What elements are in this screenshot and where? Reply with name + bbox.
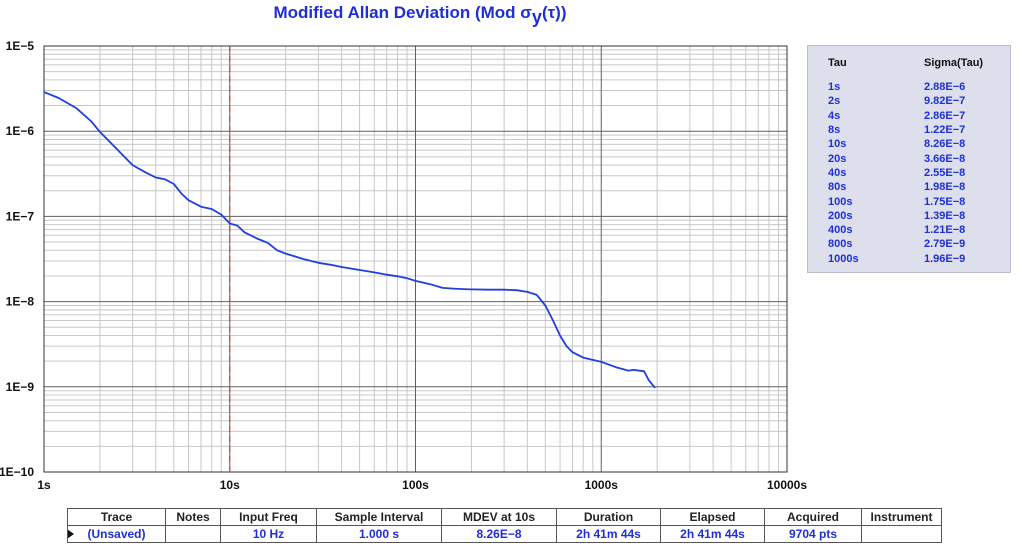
plot-border	[43, 45, 788, 473]
status-header-row: Trace Notes Input Freq Sample Interval MDEV …	[67, 508, 942, 526]
sigma-value: 1.96E−9	[924, 252, 966, 265]
tau-table-row: 40s 2.55E−8	[808, 166, 1010, 180]
chart-title: Modified Allan Deviation (Mod σy(τ))	[0, 2, 840, 27]
sigma-value: 1.39E−8	[924, 209, 966, 222]
status-value-cell	[861, 525, 942, 543]
tau-table-row: 20s 3.66E−8	[808, 151, 1010, 165]
sigma-value: 1.98E−8	[924, 181, 966, 194]
status-header-cell: Sample Interval	[316, 508, 442, 526]
status-value-cell	[165, 525, 221, 543]
title-main: Modified Allan Deviation (Mod σ	[273, 3, 532, 22]
tau-table-row: 200s 1.39E−8	[808, 209, 1010, 223]
tau-value: 1000s	[828, 252, 859, 265]
status-value-cell: 10 Hz	[220, 525, 317, 543]
status-value-cell[interactable]: (Unsaved)	[67, 525, 166, 543]
title-end: (τ))	[541, 3, 567, 22]
sigma-value: 2.86E−7	[924, 109, 966, 122]
tau-value: 40s	[828, 166, 847, 179]
status-header-cell: MDEV at 10s	[441, 508, 557, 526]
status-header-cell: Instrument	[861, 508, 942, 526]
tau-value: 10s	[828, 138, 847, 151]
tau-value: 200s	[828, 209, 853, 222]
y-tick-label: 1E−7	[6, 209, 35, 223]
series-line	[43, 91, 656, 389]
y-tick-label: 1E−8	[6, 295, 35, 309]
status-table: Trace Notes Input Freq Sample Interval MDEV …	[67, 508, 942, 543]
sigma-value: 9.82E−7	[924, 95, 966, 108]
status-header-cell: Trace	[67, 508, 166, 526]
tau-sigma-table: Tau Sigma(Tau) 1s 2.88E−6 2s 9.82E−7 4s 2.86E−7…	[807, 45, 1011, 273]
tau-value: 100s	[828, 195, 853, 208]
tau-table-row: 400s 1.21E−8	[808, 223, 1010, 237]
adev-plot: 1s 10s 100s 1000s 10000s 1E−5 1E−6 1E−7 1E−8 1E−9…	[0, 39, 807, 492]
y-tick-label: 1E−10	[0, 465, 34, 479]
status-header-cell: Input Freq	[220, 508, 317, 526]
tau-value: 2s	[828, 95, 841, 108]
x-tick-label: 100s	[402, 478, 429, 492]
x-tick-label: 10000s	[767, 478, 807, 492]
tau-header: Tau	[828, 57, 847, 69]
status-value-row[interactable]: (Unsaved) 10 Hz 1.000 s 8.26E−8 2h 41m 44s 2h…	[67, 525, 942, 543]
y-tick-label: 1E−9	[6, 380, 35, 394]
tau-table-row: 2s 9.82E−7	[808, 94, 1010, 108]
status-value-cell: 2h 41m 44s	[556, 525, 661, 543]
sigma-value: 1.75E−8	[924, 195, 966, 208]
sigma-value: 2.79E−9	[924, 238, 966, 251]
x-tick-label: 1s	[37, 478, 51, 492]
status-header-cell: Elapsed	[660, 508, 765, 526]
title-subscript: y	[531, 7, 542, 27]
tau-value: 1s	[828, 81, 841, 94]
y-tick-label: 1E−5	[6, 39, 35, 53]
tau-value: 80s	[828, 181, 847, 194]
tau-value: 4s	[828, 109, 841, 122]
status-value-cell: 1.000 s	[316, 525, 442, 543]
sigma-value: 3.66E−8	[924, 152, 966, 165]
tau-value: 20s	[828, 152, 847, 165]
status-header-cell: Acquired	[764, 508, 862, 526]
tau-value: 400s	[828, 224, 853, 237]
sigma-value: 2.55E−8	[924, 166, 966, 179]
tau-value: 800s	[828, 238, 853, 251]
tau-table-row: 1s 2.88E−6	[808, 80, 1010, 94]
x-tick-label: 1000s	[585, 478, 619, 492]
sigma-value: 1.21E−8	[924, 224, 966, 237]
sigma-header: Sigma(Tau)	[924, 57, 984, 69]
tau-table-row: 10s 8.26E−8	[808, 137, 1010, 151]
status-value-cell: 9704 pts	[764, 525, 862, 543]
tau-table-row: 80s 1.98E−8	[808, 180, 1010, 194]
status-value-cell: 8.26E−8	[441, 525, 557, 543]
x-tick-label: 10s	[220, 478, 240, 492]
row-pointer-icon	[68, 529, 74, 539]
sigma-value: 1.22E−7	[924, 124, 966, 137]
status-header-cell: Duration	[556, 508, 661, 526]
tau-table-header: Tau Sigma(Tau)	[808, 46, 1010, 80]
sigma-value: 2.88E−6	[924, 81, 966, 94]
tau-table-row: 800s 2.79E−9	[808, 237, 1010, 251]
tau-table-row: 100s 1.75E−8	[808, 194, 1010, 208]
tau-table-row: 1000s 1.96E−9	[808, 252, 1010, 266]
tau-value: 8s	[828, 124, 841, 137]
status-value-cell: 2h 41m 44s	[660, 525, 765, 543]
tau-table-row: 4s 2.86E−7	[808, 109, 1010, 123]
status-header-cell: Notes	[165, 508, 221, 526]
y-tick-label: 1E−6	[6, 124, 35, 138]
tau-table-row: 8s 1.22E−7	[808, 123, 1010, 137]
sigma-value: 8.26E−8	[924, 138, 966, 151]
